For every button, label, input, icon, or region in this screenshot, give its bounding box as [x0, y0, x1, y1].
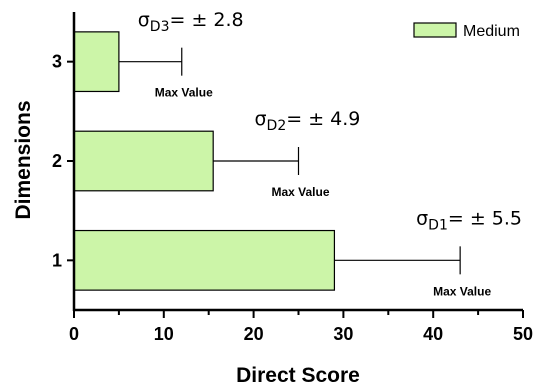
max-value-label-2: Max Value — [271, 185, 329, 199]
x-tick-label-20: 20 — [244, 324, 264, 344]
max-value-label-1: Max Value — [433, 284, 491, 298]
bars-layer — [74, 32, 460, 290]
bar-2 — [74, 131, 213, 191]
sigma-label-2: σD2= ± 4.9 — [255, 108, 361, 134]
max-value-label-3: Max Value — [155, 86, 213, 100]
legend: Medium — [414, 23, 520, 40]
x-tick-label-40: 40 — [423, 324, 443, 344]
bar-3 — [74, 32, 119, 92]
bar-1 — [74, 231, 334, 291]
legend-label: Medium — [463, 23, 520, 40]
y-tick-label-2: 2 — [52, 151, 62, 171]
x-tick-label-50: 50 — [513, 324, 533, 344]
y-axis-title: Dimensions — [12, 100, 35, 219]
x-axis-title: Direct Score — [236, 364, 360, 387]
y-tick-label-3: 3 — [52, 52, 62, 72]
y-tick-label-1: 1 — [52, 250, 62, 270]
legend-swatch — [414, 23, 456, 37]
sigma-label-3: σD3= ± 2.8 — [138, 9, 244, 35]
x-tick-label-30: 30 — [333, 324, 353, 344]
x-tick-label-10: 10 — [154, 324, 174, 344]
x-tick-label-0: 0 — [69, 324, 79, 344]
sigma-label-1: σD1= ± 5.5 — [416, 208, 522, 234]
